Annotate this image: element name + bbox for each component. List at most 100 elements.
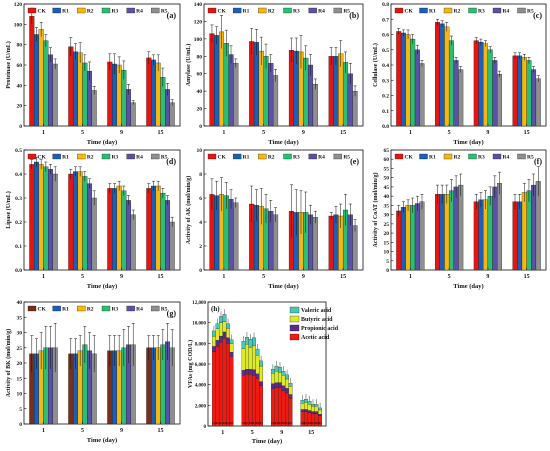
panel-e: 0 2 4 6 8 10 1 5 9 15 Time (day) Activity of AK (mo… xyxy=(184,146,367,294)
legend-label-ck: CK xyxy=(405,155,414,161)
legend-label-r5: R5 xyxy=(527,155,534,161)
bar-r4 xyxy=(492,60,498,127)
x-tick-label: 15 xyxy=(158,274,164,280)
bar-label: R1 xyxy=(304,422,308,425)
stack-butyric xyxy=(259,365,263,382)
y-tick-label: 0.3 xyxy=(382,78,389,84)
stack-valeric xyxy=(281,371,286,376)
stack-valeric xyxy=(241,341,246,349)
stack-propionic xyxy=(241,370,246,376)
x-tick-label: 9 xyxy=(302,130,305,136)
bar-r5 xyxy=(169,102,175,127)
stack-valeric xyxy=(259,360,263,367)
y-axis-label: Amylase (U/mL) xyxy=(185,44,192,87)
bar-r2 xyxy=(155,185,161,271)
stack-valeric xyxy=(274,365,279,372)
y-tick-label: 8,000 xyxy=(195,342,207,347)
stack-valeric xyxy=(278,366,282,373)
bar-r4 xyxy=(48,54,54,127)
bar-r4 xyxy=(228,199,234,271)
bar-label: R4 xyxy=(256,422,260,425)
bar-r3 xyxy=(448,40,454,127)
stack-butyric xyxy=(281,375,286,386)
stack-propionic xyxy=(248,369,253,375)
bar-label: R2 xyxy=(278,422,282,425)
y-tick-label: 120 xyxy=(194,19,203,25)
bar-r3 xyxy=(43,166,49,271)
bar-r1 xyxy=(439,194,445,271)
bar-r3 xyxy=(487,49,493,127)
stack-valeric xyxy=(314,404,319,407)
bar-ck xyxy=(29,16,35,127)
y-tick-label: 0.0 xyxy=(15,268,22,274)
y-axis-label: Activity of AK (mol/min/g) xyxy=(185,176,192,245)
panel-label: (b) xyxy=(349,11,359,20)
x-tick-label: 15 xyxy=(340,274,346,280)
y-tick-label: 10 xyxy=(17,392,23,398)
legend: CK R1 R2 R3 R4 R5 xyxy=(394,7,534,15)
bar-label: R1 xyxy=(275,422,279,425)
stack-valeric xyxy=(311,404,315,407)
legend: CK R1 R2 R3 R4 R5 xyxy=(207,7,350,15)
panel-h: 0 2,000 4,000 6,000 8,000 10,000 12,000 CK R1 R2 R… xyxy=(184,298,367,451)
bar-r1 xyxy=(400,32,406,127)
stack-butyric xyxy=(274,371,279,383)
y-tick-label: 6 xyxy=(199,196,202,202)
y-tick-label: 20 xyxy=(197,107,203,113)
panel-b: 0 20 40 60 80 100 120 140 1 5 9 15 Time (day) Amylase… xyxy=(184,0,367,152)
bar-r2 xyxy=(521,192,527,271)
legend-swatch-r2 xyxy=(258,153,267,160)
legend: CK R1 R2 R3 R4 R5 xyxy=(27,7,168,15)
bar-r1 xyxy=(72,171,78,271)
x-tick-label: 5 xyxy=(81,130,84,136)
stack-butyric xyxy=(226,328,230,338)
bar-r5 xyxy=(312,84,318,127)
stack-valeric xyxy=(288,382,293,387)
legend: CK R1 R2 R3 R4 R5 xyxy=(27,305,168,313)
legend-swatch-r5 xyxy=(151,7,160,14)
legend-label-r3: R3 xyxy=(112,9,119,15)
bar-r5 xyxy=(419,201,425,271)
legend-swatch-r5 xyxy=(333,153,342,160)
panel-label: (d) xyxy=(166,157,176,166)
bar-label: R5 xyxy=(230,422,234,425)
bar-r3 xyxy=(448,190,454,271)
legend-swatch-r4 xyxy=(126,153,135,160)
y-tick-label: 0 xyxy=(199,268,202,274)
y-tick-label: 60 xyxy=(197,72,203,78)
legend-swatch-r1 xyxy=(419,7,428,14)
stack-propionic xyxy=(278,382,282,388)
y-tick-label: 4,000 xyxy=(195,384,207,389)
y-tick-label: 4 xyxy=(199,220,202,226)
stack-butyric xyxy=(288,386,293,395)
y-axis-label: Activity of BK (mol/min/g) xyxy=(5,329,12,398)
legend-label-r3: R3 xyxy=(112,307,119,313)
legend-swatch-r1 xyxy=(233,153,242,160)
bar-r2 xyxy=(77,171,83,271)
bar-r5 xyxy=(233,202,239,271)
bar-r2 xyxy=(155,62,161,127)
legend-swatch-r3 xyxy=(101,305,111,312)
x-axis-label: Time (day) xyxy=(252,438,282,445)
bar-r5 xyxy=(130,102,136,127)
bar-ck xyxy=(435,194,440,271)
stack-valeric xyxy=(248,339,253,348)
legend-swatch-r4 xyxy=(126,305,135,312)
stack-acetic xyxy=(255,378,260,427)
bar-r2 xyxy=(521,57,527,127)
stack-propionic xyxy=(259,381,263,386)
legend-swatch-r3 xyxy=(283,153,292,160)
stack-acetic xyxy=(219,342,223,427)
stack-butyric xyxy=(318,409,322,415)
y-tick-label: 100 xyxy=(194,37,203,43)
stack-propionic xyxy=(304,409,308,412)
x-tick-label: 5 xyxy=(251,430,254,436)
legend-swatch-ck xyxy=(27,305,37,312)
stack-valeric xyxy=(318,407,322,411)
legend-label-butyric: Butyric acid xyxy=(301,317,333,323)
stack-butyric xyxy=(241,348,246,371)
plot-frame xyxy=(203,149,364,271)
